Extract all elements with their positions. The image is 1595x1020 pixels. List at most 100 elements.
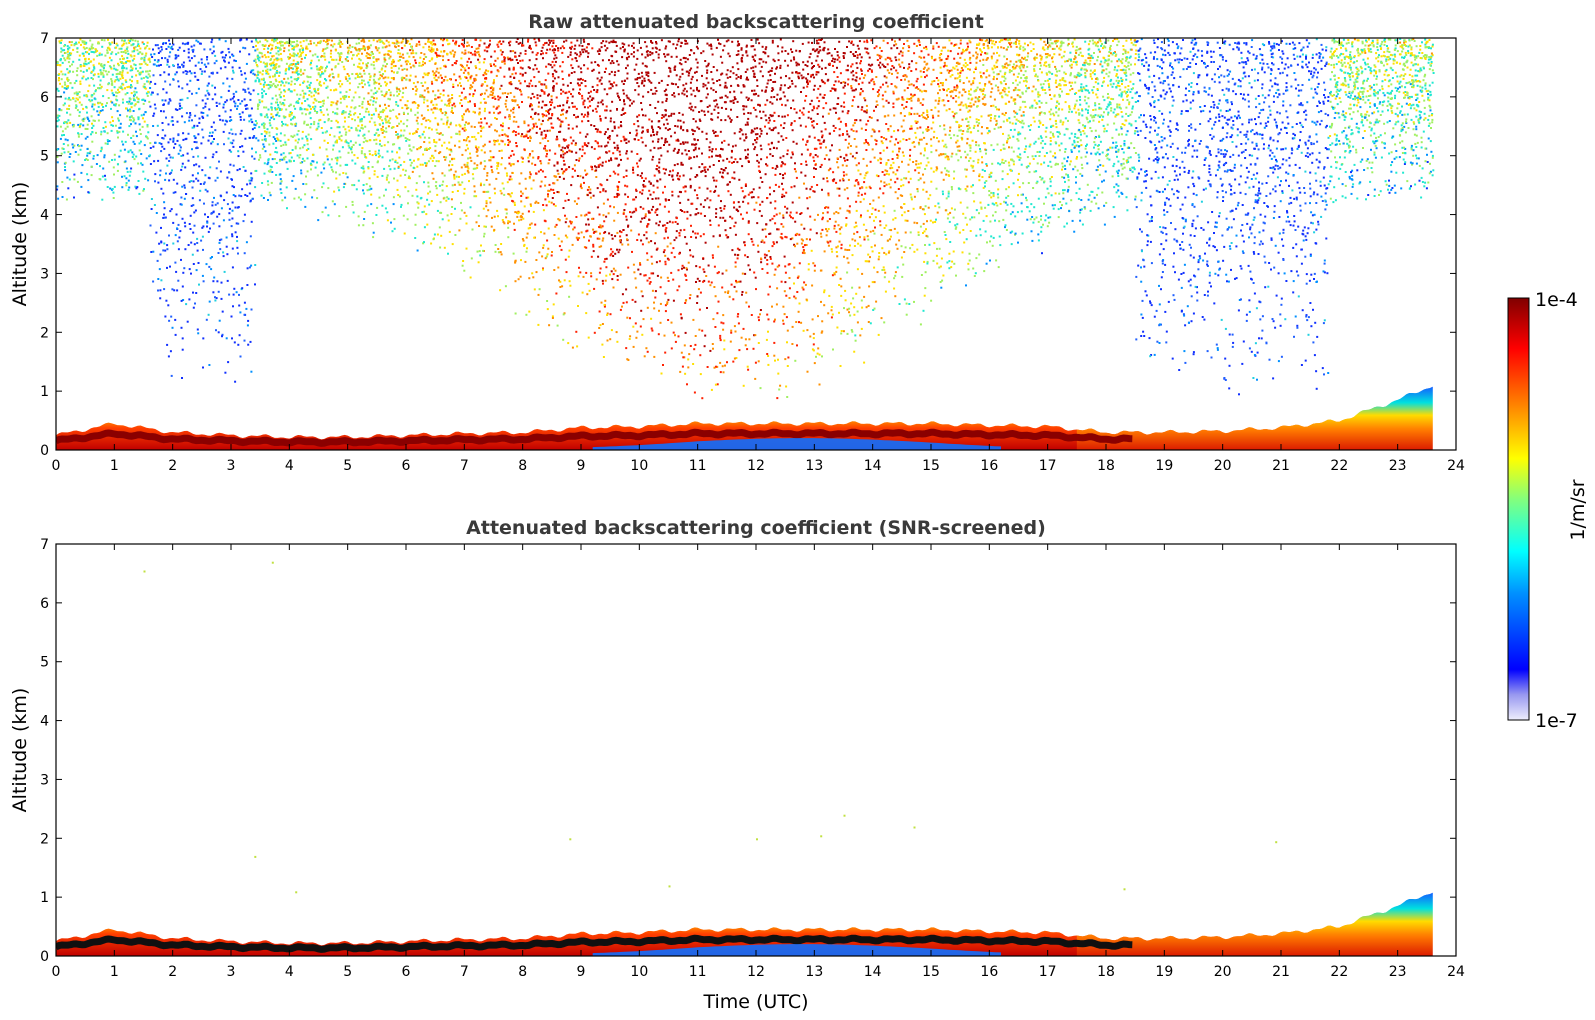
noise-point — [644, 215, 647, 218]
noise-point — [78, 101, 81, 104]
noise-point — [63, 151, 66, 154]
noise-point — [159, 253, 162, 256]
noise-point — [582, 38, 585, 41]
noise-point — [513, 222, 515, 225]
noise-point — [716, 312, 719, 315]
noise-point — [480, 135, 483, 138]
noise-point — [569, 284, 572, 287]
noise-point — [556, 135, 558, 138]
noise-point — [620, 121, 622, 123]
noise-point — [1046, 225, 1049, 228]
noise-point — [670, 82, 673, 85]
noise-point — [822, 115, 824, 118]
noise-point — [138, 63, 141, 66]
noise-point — [190, 272, 192, 275]
noise-point — [184, 225, 187, 228]
noise-point — [280, 153, 283, 156]
noise-point — [995, 123, 998, 126]
noise-point — [563, 312, 566, 315]
noise-point — [133, 93, 136, 96]
noise-point — [901, 103, 904, 106]
noise-point — [372, 103, 375, 106]
noise-point — [409, 164, 412, 167]
noise-point — [1049, 118, 1052, 121]
noise-point — [759, 144, 762, 147]
noise-point — [845, 223, 848, 226]
noise-point — [442, 55, 445, 58]
noise-point — [66, 122, 69, 125]
noise-point — [871, 70, 873, 73]
noise-point — [480, 84, 483, 87]
noise-point — [227, 47, 230, 50]
noise-point — [744, 272, 747, 275]
noise-point — [840, 243, 843, 246]
noise-point — [111, 116, 114, 119]
noise-point — [708, 156, 711, 159]
noise-point — [684, 57, 687, 60]
noise-point — [212, 222, 215, 225]
noise-point — [1103, 223, 1106, 226]
noise-point — [276, 69, 278, 72]
noise-point — [146, 137, 149, 140]
noise-point — [78, 58, 81, 61]
noise-point — [1100, 60, 1103, 63]
noise-point — [260, 113, 263, 116]
noise-point — [818, 45, 821, 48]
noise-point — [155, 64, 158, 67]
noise-point — [836, 326, 839, 329]
noise-point — [962, 82, 965, 84]
noise-point — [757, 250, 760, 253]
noise-point — [714, 189, 717, 192]
noise-point — [1042, 223, 1044, 226]
noise-point — [976, 86, 979, 89]
noise-point — [222, 251, 225, 254]
noise-point — [648, 277, 651, 280]
noise-point — [766, 156, 768, 159]
noise-point — [102, 75, 105, 78]
noise-point — [500, 124, 502, 127]
noise-point — [362, 69, 365, 72]
noise-point — [822, 177, 825, 180]
noise-point — [483, 160, 486, 163]
noise-point — [639, 325, 642, 328]
noise-point — [144, 99, 147, 102]
noise-point — [755, 141, 758, 144]
noise-point — [67, 119, 70, 122]
noise-point — [542, 246, 545, 249]
noise-point — [197, 40, 200, 43]
noise-point — [513, 99, 516, 102]
noise-point — [749, 268, 751, 271]
noise-point — [919, 162, 922, 165]
noise-point — [243, 313, 246, 316]
noise-point — [86, 116, 89, 119]
noise-point — [1055, 111, 1058, 114]
noise-point — [408, 139, 411, 141]
noise-point — [313, 94, 315, 97]
noise-point — [345, 90, 348, 93]
noise-point — [236, 240, 239, 243]
noise-point — [302, 72, 305, 75]
noise-point — [362, 192, 365, 195]
noise-point — [539, 168, 542, 171]
noise-point — [663, 334, 666, 337]
noise-point — [226, 176, 229, 179]
noise-point — [115, 73, 118, 76]
noise-point — [786, 114, 789, 117]
noise-point — [994, 84, 997, 87]
noise-point — [1063, 189, 1066, 192]
noise-point — [500, 53, 503, 56]
noise-point — [136, 80, 139, 82]
noise-point — [152, 280, 155, 283]
noise-point — [81, 40, 84, 43]
noise-point — [521, 44, 524, 47]
noise-point — [692, 133, 695, 136]
noise-point — [174, 234, 177, 237]
noise-point — [133, 104, 136, 107]
noise-point — [101, 109, 104, 112]
noise-point — [968, 109, 971, 112]
noise-point — [884, 90, 887, 93]
noise-point — [833, 212, 836, 215]
noise-point — [468, 140, 471, 143]
noise-point — [1108, 158, 1111, 161]
noise-point — [632, 46, 635, 49]
